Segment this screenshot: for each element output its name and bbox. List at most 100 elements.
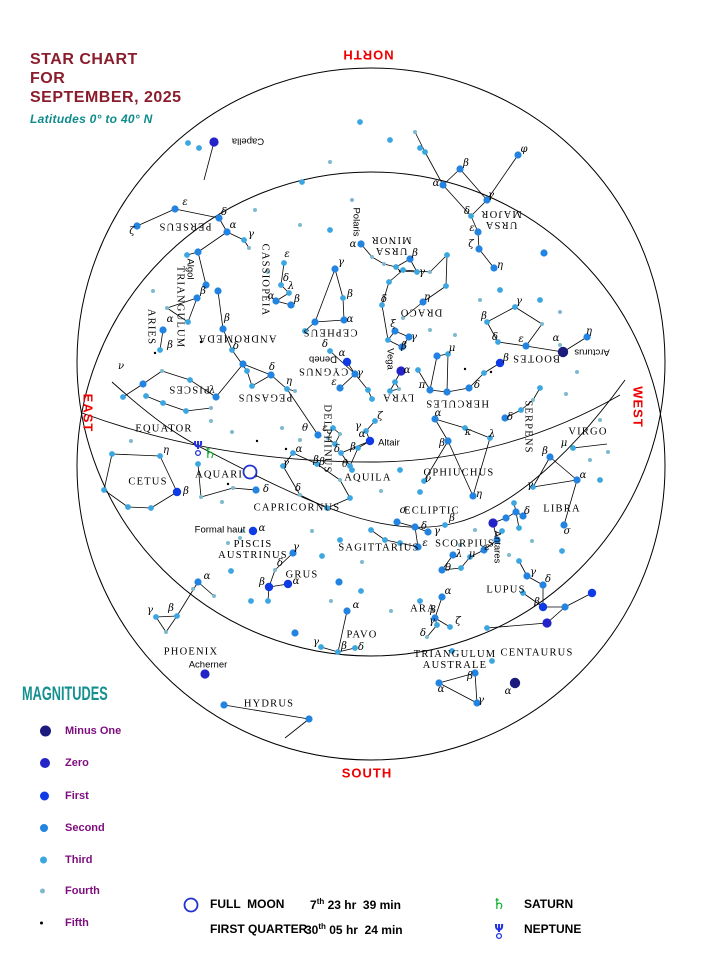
greek-letter: α [167,314,174,325]
star [473,699,481,707]
constellation-line [423,440,449,482]
greek-letter: ε [484,542,489,553]
greek-letter: σ [564,526,572,537]
star [490,264,498,272]
magnitude-dot-icon [40,856,47,864]
star [511,500,517,506]
star [302,328,308,334]
star [231,486,235,490]
constellation-label-group: SAGITTARIUS [338,543,418,554]
greek-letter: β [502,353,509,364]
constellation-label: TRIANGULUM [175,266,186,349]
star [247,246,251,250]
constellation-line [187,297,198,323]
star [363,428,369,434]
star [109,451,115,457]
star [328,160,332,164]
star [512,508,520,516]
star [223,228,231,236]
greek-letter: η [586,326,592,337]
greek-letter: α [438,684,445,695]
constellation-line [242,363,272,376]
star [393,518,401,526]
star [473,528,477,532]
greek-letter: ε [182,197,187,208]
star [298,438,302,442]
star [202,281,210,289]
star [597,477,603,483]
star [478,298,482,302]
star [386,279,392,285]
star [561,603,569,611]
constellation-line [161,370,191,381]
greek-letter: α [293,576,300,587]
star [530,539,534,543]
greek-letter: δ [524,506,530,517]
neptune-label: NEPTUNE [524,922,582,936]
star [493,536,501,544]
greek-letter: δ [358,642,364,653]
star [465,384,473,392]
constellation-line [280,262,285,286]
greek-letter: δ [283,273,289,284]
greek-letter: β [318,457,325,468]
greek-letter: γ [313,637,319,648]
constellation-label: LUPUS [486,585,525,596]
constellation-line [165,615,178,633]
star [484,625,490,631]
compass-south-label: SOUTH [341,765,393,781]
star [575,370,579,374]
constellation-line [381,304,389,341]
star [530,484,536,490]
star [435,679,443,687]
star [396,366,406,376]
constellation-line [150,491,178,509]
star [523,572,531,580]
greek-letter: α [353,600,360,611]
greek-letter: β [340,641,347,652]
star [516,525,522,531]
saturn-symbol-svg: ♄ [492,895,505,913]
star-name-group: Formal haut [195,525,246,536]
greek-letter: α [433,178,440,189]
star [120,394,126,400]
greek-letter: ζ [377,411,383,422]
compass-west-label: WEST [630,386,646,428]
constellation-line [349,447,359,467]
star [606,450,610,454]
magnitude-item: Fourth [40,883,200,899]
constellation-label: LYRA [382,392,414,403]
neptune-symbol-svg: Ψ [494,922,504,940]
star [299,179,305,185]
star [519,512,527,520]
star [400,267,406,273]
star [560,521,568,529]
greek-letter: β [438,438,445,449]
star [272,297,280,305]
star [298,493,302,497]
star-name-label: Altair [378,438,400,449]
star [431,614,439,622]
star [417,489,423,495]
star-name-label: Vega [385,348,396,370]
star [343,607,351,615]
greek-letter: γ [338,257,344,268]
greek-letter: η [476,489,482,500]
greek-letter: α [347,314,354,325]
constellation-line [446,387,470,393]
constellation-label-group: CENTAURUS [501,648,573,659]
star [573,476,581,484]
star [337,537,343,543]
constellation-line [514,306,543,325]
magnitude-dot-icon [40,758,50,768]
star [502,514,510,522]
star [160,369,164,373]
greek-letter: η [286,376,292,387]
star [405,333,413,341]
star [350,198,354,202]
constellation-line [223,704,310,720]
greek-letter: δ [464,206,470,217]
constellation-label: BOOTES [512,353,560,364]
star [497,287,503,293]
constellation-line [155,616,167,633]
